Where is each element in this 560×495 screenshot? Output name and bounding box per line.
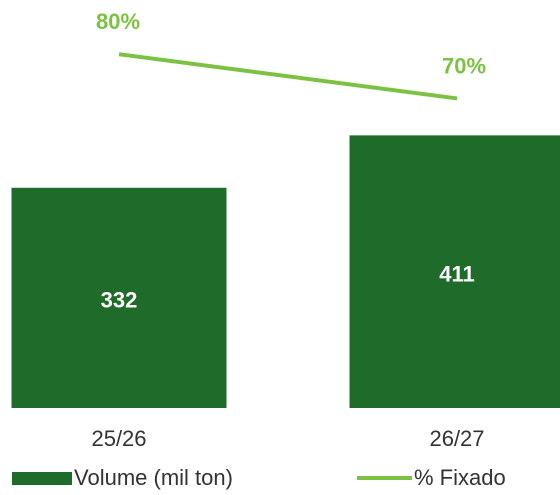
bar — [11, 187, 227, 408]
line-value-label: 70% — [442, 53, 486, 78]
line — [118, 52, 458, 101]
line-value-label: 80% — [96, 9, 140, 34]
legend-swatch — [12, 472, 72, 485]
x-tick-label: 26/27 — [429, 426, 484, 451]
bar-value-label: 411 — [439, 261, 475, 286]
legend-label: Volume (mil ton) — [74, 465, 233, 490]
bar — [349, 135, 560, 408]
x-tick-label: 25/26 — [91, 426, 146, 451]
legend-label: % Fixado — [414, 465, 506, 490]
bar-value-label: 332 — [101, 288, 138, 313]
